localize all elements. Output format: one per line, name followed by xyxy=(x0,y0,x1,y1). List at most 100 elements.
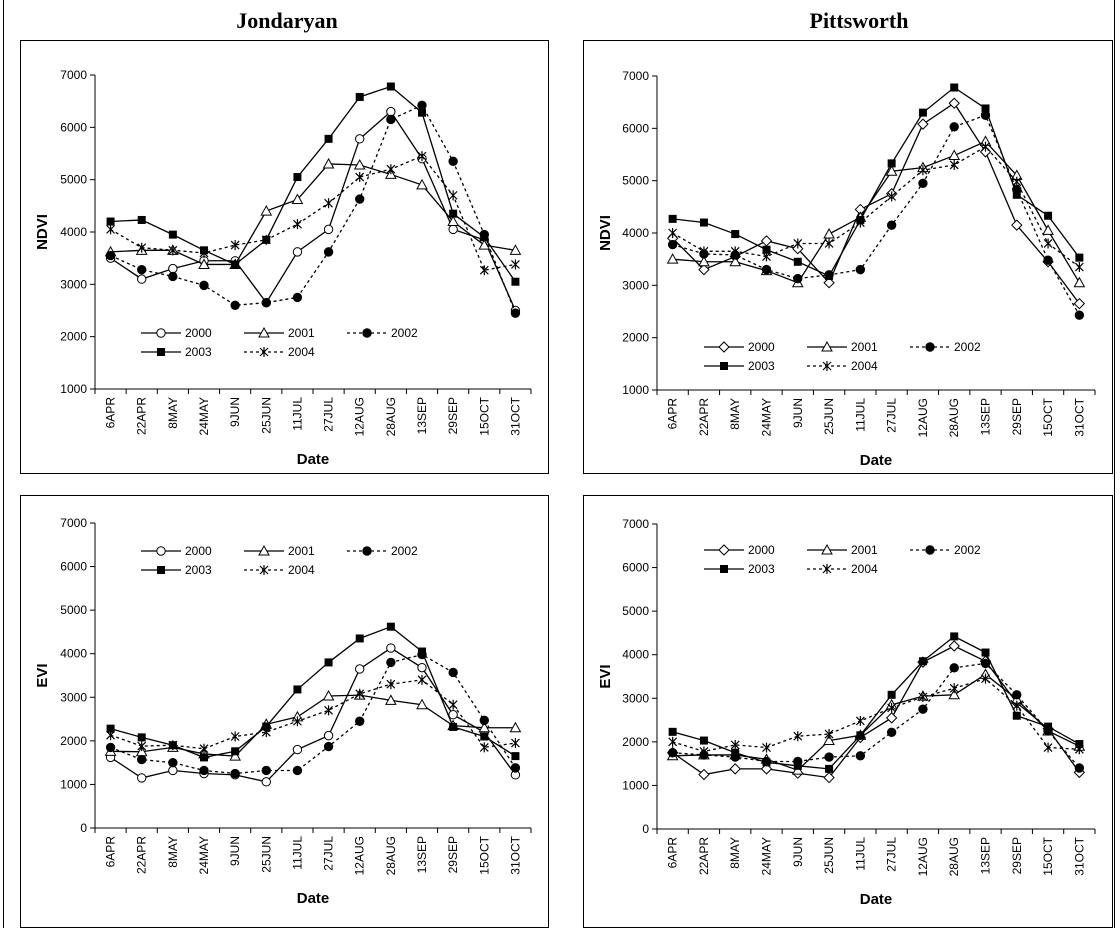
y-tick-label: 3000 xyxy=(622,691,649,705)
data-point-2000 xyxy=(417,662,427,673)
x-tick-label: 6APR xyxy=(104,836,118,868)
data-point-2004 xyxy=(199,743,209,754)
data-point-2002 xyxy=(448,156,458,167)
data-point-2002 xyxy=(448,667,458,678)
data-point-2003 xyxy=(1075,253,1084,262)
legend-label: 2003 xyxy=(185,345,212,359)
x-tick-label: 12AUG xyxy=(353,836,367,875)
series-line-2001 xyxy=(672,673,1080,771)
data-point-2002 xyxy=(323,247,334,257)
y-tick-label: 3000 xyxy=(60,277,87,291)
data-point-2003 xyxy=(918,657,927,666)
data-point-2001 xyxy=(509,244,522,255)
data-point-2004 xyxy=(855,715,865,726)
legend-label: 2000 xyxy=(748,340,775,354)
data-point-2001 xyxy=(698,255,710,267)
data-point-2000 xyxy=(760,763,773,775)
legend-item-2000: 2000 xyxy=(141,326,212,340)
legend: 2000 2001 2002 2003 2004 xyxy=(141,326,418,359)
data-point-2003 xyxy=(262,722,271,731)
data-point-2003 xyxy=(856,731,865,740)
data-point-2001 xyxy=(1042,224,1054,235)
y-tick-label: 7000 xyxy=(60,516,87,530)
data-point-2002 xyxy=(1043,255,1053,265)
chart-jondaryan-evi: 0 1000 2000 3000 4000 5000 6000 7000 6APR 22APR 8M… xyxy=(34,516,532,907)
data-point-2003 xyxy=(293,173,302,182)
data-point-2001 xyxy=(353,158,366,170)
data-point-2004 xyxy=(1012,700,1022,711)
legend: 2000 2001 2002 2003 2004 xyxy=(704,543,981,576)
data-point-2001 xyxy=(416,698,428,710)
series-line-2004 xyxy=(672,145,1080,268)
data-point-2002 xyxy=(855,751,866,761)
data-point-2002 xyxy=(510,308,521,318)
data-point-2000 xyxy=(885,712,898,724)
data-point-2001 xyxy=(198,258,210,269)
chart-pittsworth-evi: 0 1000 2000 3000 4000 5000 6000 7000 6APR 22APR 8M… xyxy=(597,517,1096,908)
y-tick-label: 4000 xyxy=(622,226,649,240)
data-point-2004 xyxy=(355,172,365,183)
data-point-2002 xyxy=(886,220,897,230)
y-tick-label: 2000 xyxy=(622,735,649,749)
legend-item-2003: 2003 xyxy=(141,563,212,577)
data-point-2003 xyxy=(1044,722,1053,731)
data-point-2001 xyxy=(322,689,335,701)
data-point-2000 xyxy=(448,710,458,720)
axes: 1000 2000 3000 4000 5000 6000 7000 6APR 22APR 8MA… xyxy=(622,69,1096,437)
x-tick-label: 25JUN xyxy=(822,837,836,874)
data-point-2004 xyxy=(793,731,803,742)
series-2003 xyxy=(106,622,520,762)
y-tick-label: 1000 xyxy=(622,778,649,792)
data-point-2003 xyxy=(386,82,395,91)
data-point-2002 xyxy=(886,727,897,737)
axes: 0 1000 2000 3000 4000 5000 6000 7000 6APR 22APR 8M… xyxy=(60,516,532,875)
data-point-2002 xyxy=(230,768,240,779)
series-2001 xyxy=(104,689,522,761)
data-point-2003 xyxy=(511,752,520,761)
x-tick-label: 15OCT xyxy=(477,835,491,874)
data-point-2004 xyxy=(824,729,834,740)
data-point-2003 xyxy=(386,622,395,631)
series-line-2001 xyxy=(672,140,1080,284)
legend-label: 2002 xyxy=(954,340,981,354)
x-tick-label: 15OCT xyxy=(1041,836,1055,875)
data-point-2000 xyxy=(917,118,929,130)
legend-item-2002: 2002 xyxy=(347,544,418,558)
y-tick-label: 2000 xyxy=(60,330,87,344)
legend-label: 2001 xyxy=(851,543,878,557)
data-point-2002 xyxy=(1012,690,1022,700)
data-point-2004 xyxy=(1012,176,1022,187)
data-point-2004 xyxy=(668,736,678,747)
x-tick-label: 9JUN xyxy=(228,397,242,427)
x-tick-label: 29SEP xyxy=(446,836,460,873)
data-point-2000 xyxy=(948,640,960,652)
data-point-2004 xyxy=(168,740,178,751)
y-tick-label: 1000 xyxy=(622,383,649,397)
data-point-2001 xyxy=(291,193,304,205)
data-point-2000 xyxy=(292,247,303,257)
data-point-2002 xyxy=(918,178,928,188)
legend-item-2001: 2001 xyxy=(807,340,878,354)
series-line-2001 xyxy=(110,694,516,757)
legend-marker xyxy=(822,361,832,371)
legend-label: 2003 xyxy=(748,562,775,576)
data-point-2004 xyxy=(793,238,803,249)
data-point-2002 xyxy=(168,271,178,282)
legend-marker xyxy=(718,341,730,353)
axes: 1000 2000 3000 4000 5000 6000 7000 6APR 22APR 8MA… xyxy=(60,68,532,436)
data-point-2003 xyxy=(668,727,677,736)
y-tick-label: 7000 xyxy=(622,517,649,531)
legend-marker xyxy=(259,347,269,357)
data-point-2000 xyxy=(823,277,835,289)
x-tick-label: 9JUN xyxy=(228,836,242,866)
data-point-2004 xyxy=(261,727,271,738)
series-2000 xyxy=(105,643,521,787)
y-tick-label: 5000 xyxy=(60,173,87,187)
x-tick-label: 11JUL xyxy=(853,398,867,432)
x-tick-label: 15OCT xyxy=(1041,397,1055,436)
data-point-2000 xyxy=(1073,297,1086,310)
chart-jondaryan-ndvi: 1000 2000 3000 4000 5000 6000 7000 6APR 22APR 8MA… xyxy=(34,68,532,468)
series-2004 xyxy=(106,151,520,276)
series-2000 xyxy=(666,97,1086,310)
series-2001 xyxy=(104,157,522,269)
